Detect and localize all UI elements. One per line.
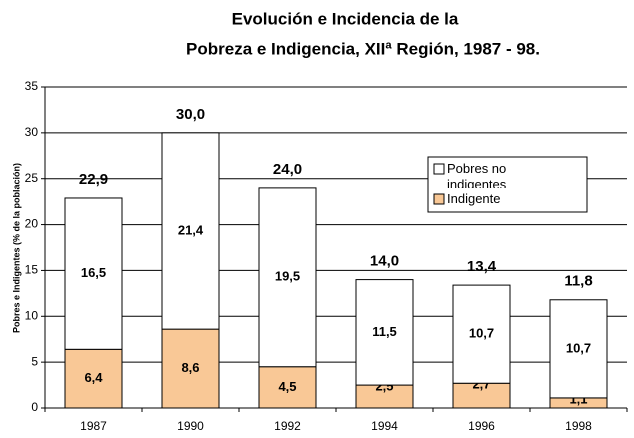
bar-segment	[161, 132, 220, 330]
y-tick-label: 15	[25, 263, 39, 277]
x-tick-label: 1996	[468, 419, 495, 433]
legend-swatch	[433, 163, 445, 175]
bar-segment	[549, 299, 608, 399]
legend-entry: Indigente	[447, 191, 501, 206]
data-label: 19,5	[275, 269, 300, 284]
legend-box	[427, 156, 588, 213]
total-label: 22,9	[79, 171, 108, 188]
x-tick-label: 1990	[177, 419, 204, 433]
bar-segment	[452, 382, 511, 409]
total-label: 11,8	[564, 273, 592, 290]
data-label: 16,5	[81, 265, 106, 280]
bar-segment	[258, 187, 317, 368]
chart-title: Pobreza e Indigencia, XIIª Región, 1987 …	[186, 39, 540, 58]
x-tick-label: 1992	[274, 419, 301, 433]
legend-entry: Pobres no indigentes	[447, 161, 507, 188]
x-tick-label: 1994	[371, 419, 398, 433]
data-label: 11,5	[372, 324, 397, 339]
legend-label: Pobres no indigentes	[447, 161, 507, 188]
total-label: 24,0	[273, 161, 302, 178]
legend-label: Indigente	[447, 191, 501, 206]
bar-segment	[452, 284, 511, 384]
x-tick-label: 1987	[80, 419, 107, 433]
y-tick-label: 25	[25, 171, 39, 185]
data-label: 21,4	[178, 222, 204, 237]
data-label: 8,6	[181, 360, 199, 375]
y-tick-label: 30	[25, 125, 39, 139]
bar-segment	[355, 279, 414, 386]
total-label: 14,0	[370, 253, 399, 270]
data-label: 6,4	[84, 370, 103, 385]
bar-segment	[64, 197, 123, 350]
y-tick-label: 20	[25, 217, 39, 231]
bar-segment	[64, 348, 123, 409]
data-label: 10,7	[566, 340, 591, 355]
y-tick-label: 10	[25, 308, 39, 322]
total-label: 13,4	[467, 258, 497, 275]
y-tick-label: 5	[31, 354, 38, 368]
y-tick-label: 0	[31, 400, 38, 414]
total-label: 30,0	[176, 106, 205, 123]
x-tick-label: 1998	[565, 419, 592, 433]
chart-title: Evolución e Incidencia de la	[232, 9, 459, 28]
y-tick-label: 35	[25, 79, 39, 93]
legend-swatch	[433, 193, 445, 205]
y-axis-label: Pobres e Indigentes (% de la población)	[11, 163, 21, 333]
data-label: 10,7	[469, 326, 494, 341]
data-label: 4,5	[278, 379, 296, 394]
